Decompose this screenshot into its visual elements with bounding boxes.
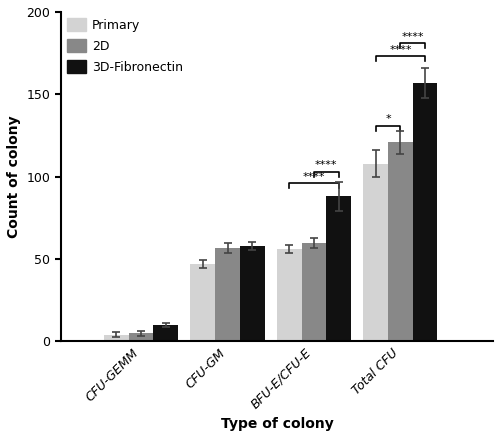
Bar — [240, 246, 264, 342]
Bar — [413, 83, 438, 342]
Bar — [128, 333, 154, 342]
X-axis label: Type of colony: Type of colony — [220, 417, 334, 431]
Bar — [302, 243, 326, 342]
Bar — [277, 249, 301, 342]
Text: ****: **** — [389, 45, 411, 55]
Legend: Primary, 2D, 3D-Fibronectin: Primary, 2D, 3D-Fibronectin — [67, 18, 183, 74]
Y-axis label: Count of colony: Count of colony — [7, 115, 21, 238]
Text: ****: **** — [302, 172, 325, 182]
Bar — [326, 197, 351, 342]
Bar — [154, 325, 178, 342]
Bar — [388, 142, 413, 342]
Bar — [104, 335, 128, 342]
Bar — [215, 247, 240, 342]
Text: ****: **** — [315, 160, 338, 170]
Bar — [364, 163, 388, 342]
Bar — [190, 264, 215, 342]
Text: *: * — [386, 114, 391, 124]
Text: ****: **** — [402, 32, 424, 42]
